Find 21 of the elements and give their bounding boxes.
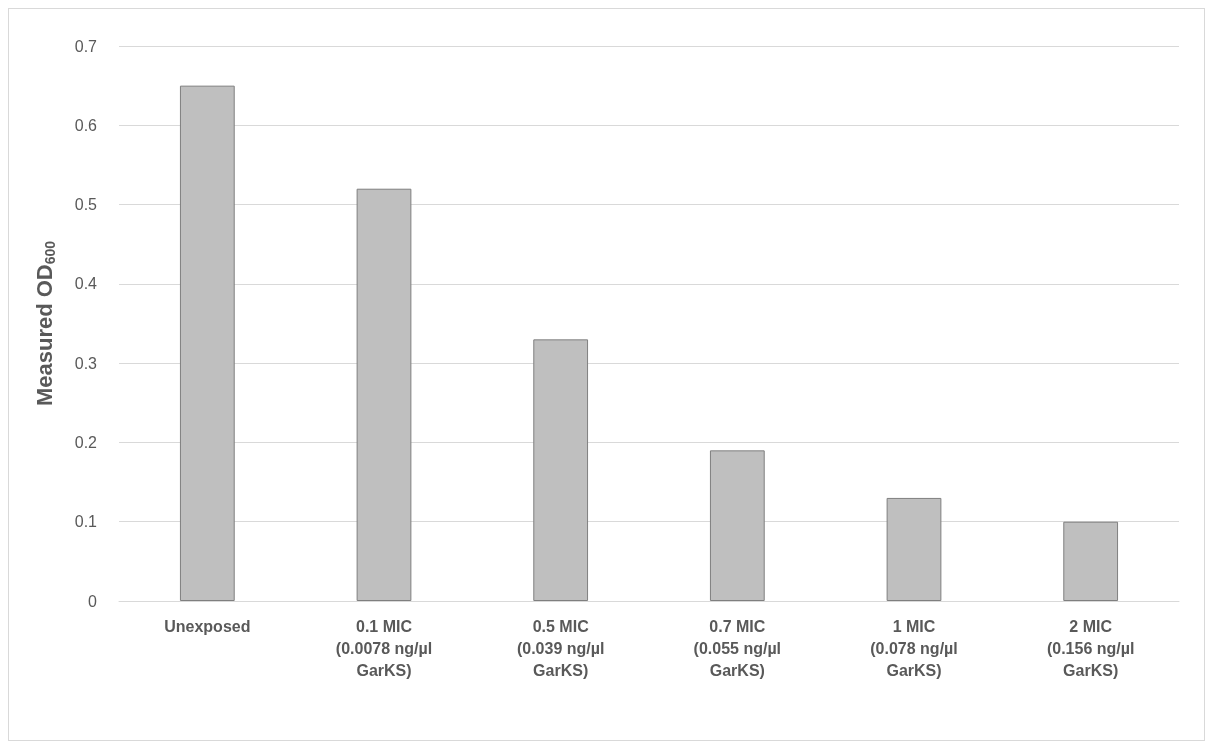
x-tick-label: 2 MIC (0.156 ng/µl GarKS) bbox=[1046, 617, 1135, 679]
y-tick-label: 0.6 bbox=[74, 116, 98, 134]
y-axis-title: Measured OD600 bbox=[31, 240, 58, 407]
y-tick-label: 0.2 bbox=[74, 433, 98, 451]
y-tick-label: 0.7 bbox=[74, 37, 98, 55]
y-tick-label: 0 bbox=[88, 592, 98, 610]
x-tick-label: Unexposed bbox=[164, 617, 251, 635]
bar bbox=[886, 497, 942, 601]
bar bbox=[533, 339, 589, 601]
x-tick-label: 0.5 MIC (0.039 ng/µl GarKS) bbox=[516, 617, 605, 679]
bar bbox=[709, 450, 765, 601]
bar bbox=[1063, 521, 1119, 601]
y-tick-label: 0.4 bbox=[74, 275, 98, 293]
bar bbox=[179, 85, 235, 601]
y-tick-label: 0.3 bbox=[74, 354, 98, 372]
bar bbox=[356, 188, 412, 601]
x-tick-label: 1 MIC (0.078 ng/µl GarKS) bbox=[870, 617, 958, 679]
y-tick-label: 0.5 bbox=[74, 196, 98, 214]
x-tick-label: 0.1 MIC (0.0078 ng/µl GarKS) bbox=[335, 617, 433, 679]
x-tick-label: 0.7 MIC (0.055 ng/µl GarKS) bbox=[693, 617, 782, 679]
y-tick-label: 0.1 bbox=[74, 513, 98, 531]
